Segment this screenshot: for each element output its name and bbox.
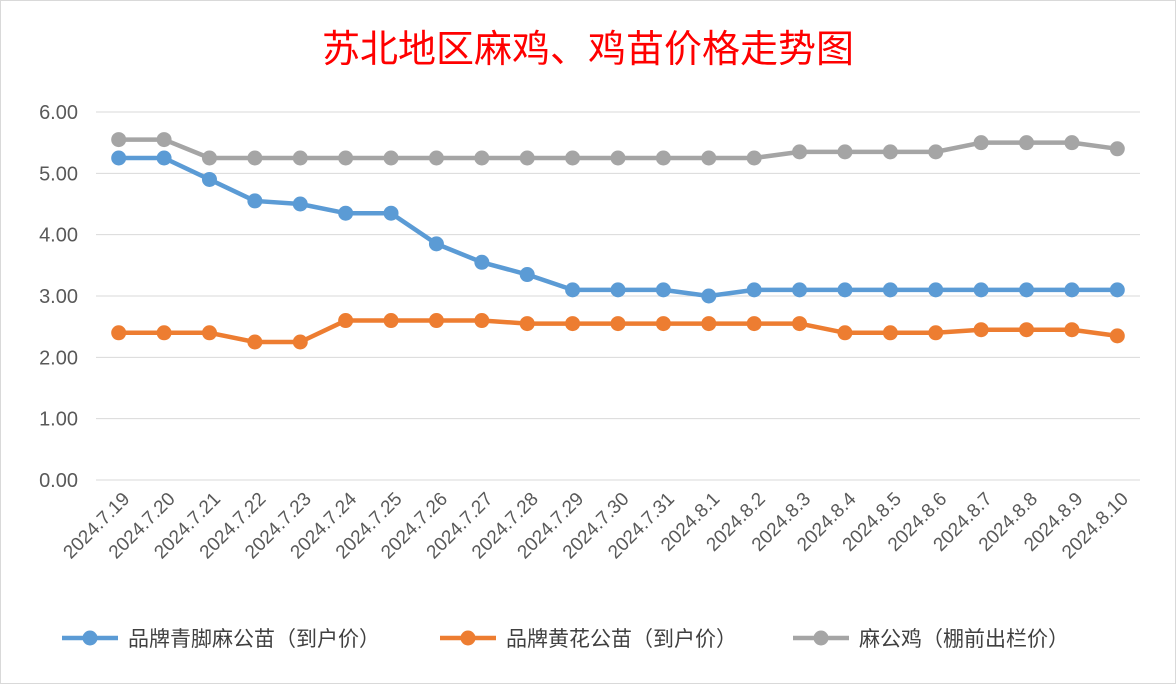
data-point bbox=[292, 334, 308, 350]
legend-marker bbox=[813, 630, 829, 646]
data-point bbox=[247, 334, 263, 350]
data-point bbox=[610, 282, 626, 298]
data-point bbox=[1109, 141, 1125, 157]
data-point bbox=[973, 135, 989, 151]
data-point bbox=[1064, 282, 1080, 298]
legend-item: 品牌青脚麻公苗（到户价） bbox=[62, 627, 380, 651]
data-point bbox=[1019, 282, 1035, 298]
data-point bbox=[1109, 282, 1125, 298]
data-point bbox=[882, 325, 898, 341]
data-point bbox=[655, 150, 671, 166]
data-point bbox=[338, 205, 354, 221]
y-axis-ticks: 0.00 1.00 2.00 3.00 4.00 5.00 6.00 bbox=[39, 102, 78, 492]
data-point bbox=[610, 316, 626, 332]
data-point bbox=[474, 313, 490, 329]
legend-item: 麻公鸡（棚前出栏价） bbox=[793, 627, 1069, 651]
data-point bbox=[746, 316, 762, 332]
y-tick-label: 2.00 bbox=[39, 347, 78, 369]
data-point bbox=[928, 282, 944, 298]
series-2 bbox=[111, 313, 1125, 350]
data-point bbox=[701, 150, 717, 166]
data-point bbox=[247, 193, 263, 209]
data-point bbox=[201, 325, 217, 341]
data-point bbox=[701, 316, 717, 332]
data-point bbox=[1064, 322, 1080, 338]
data-point bbox=[292, 196, 308, 212]
series-lines bbox=[111, 132, 1125, 350]
data-point bbox=[565, 150, 581, 166]
data-point bbox=[1109, 328, 1125, 344]
y-tick-label: 3.00 bbox=[39, 286, 78, 308]
data-point bbox=[565, 282, 581, 298]
data-point bbox=[474, 150, 490, 166]
data-point bbox=[837, 144, 853, 160]
data-point bbox=[338, 313, 354, 329]
data-point bbox=[201, 171, 217, 187]
series-3 bbox=[111, 132, 1125, 166]
data-point bbox=[1019, 322, 1035, 338]
chart-title: 苏北地区麻鸡、鸡苗价格走势图 bbox=[322, 27, 854, 71]
y-tick-label: 4.00 bbox=[39, 225, 78, 247]
data-point bbox=[973, 282, 989, 298]
data-point bbox=[837, 282, 853, 298]
data-point bbox=[928, 144, 944, 160]
data-point bbox=[247, 150, 263, 166]
data-point bbox=[111, 325, 127, 341]
data-point bbox=[1019, 135, 1035, 151]
data-point bbox=[519, 316, 535, 332]
data-point bbox=[338, 150, 354, 166]
data-point bbox=[519, 150, 535, 166]
series-1 bbox=[111, 150, 1125, 304]
x-axis-ticks: 2024.7.192024.7.202024.7.212024.7.222024… bbox=[60, 488, 1133, 563]
data-point bbox=[156, 325, 172, 341]
data-point bbox=[882, 144, 898, 160]
data-point bbox=[428, 313, 444, 329]
data-point bbox=[474, 254, 490, 270]
data-point bbox=[519, 267, 535, 283]
data-point bbox=[655, 316, 671, 332]
data-point bbox=[428, 236, 444, 252]
data-point bbox=[746, 150, 762, 166]
data-point bbox=[701, 288, 717, 304]
y-tick-label: 1.00 bbox=[39, 409, 78, 431]
series-line bbox=[116, 155, 1120, 299]
y-tick-label: 5.00 bbox=[39, 163, 78, 185]
data-point bbox=[292, 150, 308, 166]
legend-label: 品牌青脚麻公苗（到户价） bbox=[128, 627, 380, 651]
y-tick-label: 6.00 bbox=[39, 102, 78, 124]
data-point bbox=[882, 282, 898, 298]
gridlines bbox=[96, 111, 1140, 481]
data-point bbox=[610, 150, 626, 166]
data-point bbox=[565, 316, 581, 332]
data-point bbox=[428, 150, 444, 166]
y-tick-label: 0.00 bbox=[39, 470, 78, 492]
data-point bbox=[383, 205, 399, 221]
data-point bbox=[156, 150, 172, 166]
data-point bbox=[792, 316, 808, 332]
data-point bbox=[792, 282, 808, 298]
data-point bbox=[973, 322, 989, 338]
data-point bbox=[837, 325, 853, 341]
legend: 品牌青脚麻公苗（到户价） 品牌黄花公苗（到户价） 麻公鸡（棚前出栏价） bbox=[62, 627, 1069, 651]
data-point bbox=[746, 282, 762, 298]
data-point bbox=[111, 132, 127, 148]
data-point bbox=[792, 144, 808, 160]
data-point bbox=[201, 150, 217, 166]
data-point bbox=[111, 150, 127, 166]
legend-item: 品牌黄花公苗（到户价） bbox=[440, 627, 737, 651]
legend-label: 麻公鸡（棚前出栏价） bbox=[859, 627, 1069, 651]
data-point bbox=[655, 282, 671, 298]
legend-marker bbox=[82, 630, 98, 646]
data-point bbox=[1064, 135, 1080, 151]
data-point bbox=[383, 150, 399, 166]
legend-label: 品牌黄花公苗（到户价） bbox=[506, 627, 737, 651]
legend-marker bbox=[460, 630, 476, 646]
data-point bbox=[156, 132, 172, 148]
data-point bbox=[383, 313, 399, 329]
data-point bbox=[928, 325, 944, 341]
